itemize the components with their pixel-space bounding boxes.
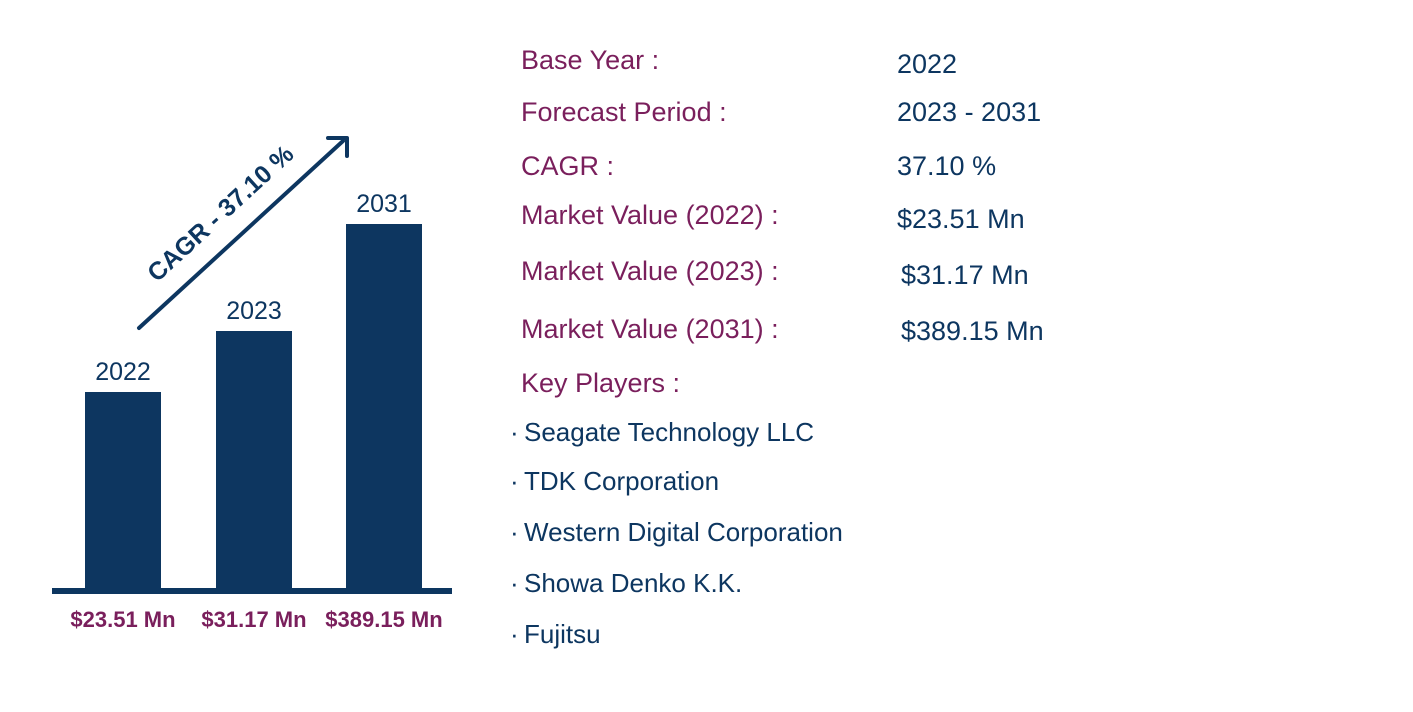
bar-2023 — [216, 331, 292, 588]
market-value-2022-value: $23.51 Mn — [897, 204, 1025, 234]
category-label-group: 2022 2023 2031 — [95, 190, 412, 386]
bullet-icon: · — [510, 619, 519, 649]
key-player-name: TDK Corporation — [524, 466, 720, 496]
value-label-group: $23.51 Mn $31.17 Mn $389.15 Mn — [70, 607, 442, 632]
bar-chart: 2022 2023 2031 $23.51 Mn $31.17 Mn $389.15 M… — [52, 136, 452, 632]
key-player-name: Seagate Technology LLC — [524, 417, 815, 447]
growth-arrow-shaft — [137, 139, 345, 330]
cagr-annotation: CAGR - 37.10 % — [142, 140, 299, 287]
base-year-value: 2022 — [897, 49, 958, 79]
category-label: 2031 — [356, 190, 412, 218]
key-player-name: Showa Denko K.K. — [524, 568, 743, 598]
cagr-value: 37.10 % — [897, 151, 997, 181]
bullet-icon: · — [510, 417, 519, 447]
value-label: $31.17 Mn — [201, 607, 306, 632]
bullet-icon: · — [510, 568, 519, 598]
key-player-item: · TDK Corporation — [510, 468, 719, 494]
category-label: 2022 — [95, 358, 151, 386]
value-label: $389.15 Mn — [325, 607, 442, 632]
market-value-2023-label: Market Value (2023) : — [521, 256, 779, 286]
market-value-2023-value: $31.17 Mn — [901, 260, 1029, 290]
bullet-icon: · — [510, 466, 519, 496]
key-player-name: Western Digital Corporation — [524, 517, 843, 547]
cagr-label: CAGR : — [521, 151, 615, 181]
key-player-item: · Showa Denko K.K. — [510, 570, 742, 596]
bar-2031 — [346, 224, 422, 588]
market-value-2031-label: Market Value (2031) : — [521, 314, 779, 344]
value-label: $23.51 Mn — [70, 607, 175, 632]
category-label: 2023 — [226, 297, 282, 325]
key-player-item: · Seagate Technology LLC — [510, 419, 814, 445]
key-player-name: Fujitsu — [524, 619, 601, 649]
key-player-item: · Western Digital Corporation — [510, 519, 843, 545]
market-value-2031-value: $389.15 Mn — [901, 316, 1044, 346]
bar-group — [85, 224, 422, 588]
bullet-icon: · — [510, 517, 519, 547]
forecast-period-label: Forecast Period : — [521, 97, 727, 127]
market-value-2022-label: Market Value (2022) : — [521, 200, 779, 230]
key-player-item: · Fujitsu — [510, 621, 601, 647]
growth-arrow-icon — [326, 136, 349, 158]
key-players-label: Key Players : — [521, 368, 681, 398]
forecast-period-value: 2023 - 2031 — [897, 97, 1042, 127]
base-year-label: Base Year : — [521, 45, 660, 75]
bar-2022 — [85, 392, 161, 588]
